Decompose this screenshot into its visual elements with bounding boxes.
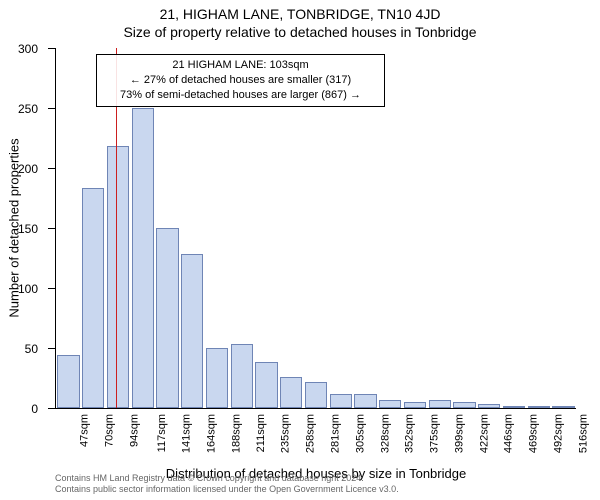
x-tick-label: 328sqm [379, 414, 391, 453]
bar [280, 377, 302, 408]
y-tick-label: 150 [18, 222, 38, 236]
x-tick-label: 492sqm [552, 414, 564, 453]
x-tick-label: 141sqm [181, 414, 193, 453]
x-tick-label: 235sqm [280, 414, 292, 453]
x-tick-label: 188sqm [231, 414, 243, 453]
chart-container: 21, HIGHAM LANE, TONBRIDGE, TN10 4JD Siz… [0, 0, 600, 500]
bar [330, 394, 352, 408]
x-tick-label: 211sqm [255, 414, 267, 452]
x-tick-label: 70sqm [104, 414, 116, 447]
x-tick-label: 117sqm [156, 414, 168, 452]
y-tick-label: 300 [18, 42, 38, 56]
y-tick-label: 100 [18, 282, 38, 296]
bar [206, 348, 228, 408]
bar [82, 188, 104, 408]
bar [255, 362, 277, 408]
bar [231, 344, 253, 408]
y-tick: 0 [48, 408, 56, 409]
x-tick-label: 281sqm [330, 414, 342, 453]
y-tick-label: 250 [18, 102, 38, 116]
page-title-desc: Size of property relative to detached ho… [0, 24, 600, 40]
x-tick-label: 352sqm [404, 414, 416, 453]
x-tick-label: 516sqm [577, 414, 589, 453]
bar [552, 406, 574, 408]
x-tick-label: 446sqm [503, 414, 515, 453]
y-tick-label: 200 [18, 162, 38, 176]
y-tick: 50 [48, 348, 56, 349]
y-tick: 200 [48, 168, 56, 169]
page-title-address: 21, HIGHAM LANE, TONBRIDGE, TN10 4JD [0, 6, 600, 22]
x-tick-label: 258sqm [305, 414, 317, 453]
bar [132, 108, 154, 408]
x-tick-label: 399sqm [453, 414, 465, 453]
x-tick-label: 469sqm [528, 414, 540, 453]
x-tick-label: 305sqm [354, 414, 366, 453]
annotation-line: 73% of semi-detached houses are larger (… [103, 88, 378, 103]
x-tick-label: 94sqm [128, 414, 140, 447]
bar [404, 402, 426, 408]
annotation-line: 21 HIGHAM LANE: 103sqm [103, 58, 378, 73]
footer-line2: Contains public sector information licen… [55, 484, 399, 496]
y-tick: 250 [48, 108, 56, 109]
bar [379, 400, 401, 408]
x-tick-label: 164sqm [206, 414, 218, 453]
x-tick-label: 422sqm [478, 414, 490, 453]
annotation-box: 21 HIGHAM LANE: 103sqm← 27% of detached … [96, 54, 385, 107]
bar [181, 254, 203, 408]
x-tick-label: 47sqm [79, 414, 91, 447]
bar [107, 146, 129, 408]
y-tick-label: 0 [31, 402, 38, 416]
bar [503, 406, 525, 408]
x-tick-label: 375sqm [429, 414, 441, 453]
footer-line1: Contains HM Land Registry data © Crown c… [55, 473, 399, 485]
bar [156, 228, 178, 408]
bar [478, 404, 500, 408]
y-tick: 150 [48, 228, 56, 229]
bar [57, 355, 79, 408]
bar [305, 382, 327, 408]
bar [528, 406, 550, 408]
plot-area: Number of detached properties Distributi… [55, 48, 576, 409]
annotation-line: ← 27% of detached houses are smaller (31… [103, 73, 378, 88]
bar [354, 394, 376, 408]
y-tick: 100 [48, 288, 56, 289]
bar [429, 400, 451, 408]
bar [453, 402, 475, 408]
y-tick-label: 50 [25, 342, 38, 356]
footer-attribution: Contains HM Land Registry data © Crown c… [55, 473, 399, 496]
y-tick: 300 [48, 48, 56, 49]
